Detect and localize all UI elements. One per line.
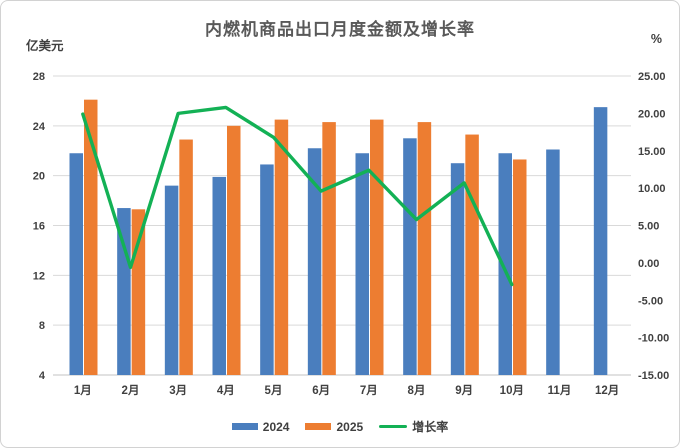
legend-swatch-增长率 xyxy=(379,424,408,429)
x-axis-tick-label: 3月 xyxy=(169,384,187,397)
bar-2025-3月 xyxy=(179,139,193,375)
y-axis-right-tick-label: 25.00 xyxy=(638,71,666,83)
bar-2025-5月 xyxy=(274,119,289,376)
y-axis-left-tick-label: 8 xyxy=(39,320,45,332)
bar-2024-2月 xyxy=(117,208,131,375)
bar-2025-4月 xyxy=(227,125,241,375)
legend-swatch-2024 xyxy=(231,423,258,430)
bar-2024-10月 xyxy=(498,153,512,375)
y-axis-left-tick-label: 24 xyxy=(33,121,46,133)
y-axis-right-tick-label: 0.00 xyxy=(638,258,659,270)
x-axis-tick-label: 8月 xyxy=(408,384,426,397)
x-axis-tick-label: 5月 xyxy=(265,384,283,397)
legend-label-2025: 2025 xyxy=(336,419,364,434)
y-axis-right-tick-label: -10.00 xyxy=(638,333,669,345)
chart-title: 内燃机商品出口月度金额及增长率 xyxy=(205,20,475,39)
bar-2025-9月 xyxy=(465,134,479,375)
x-axis-tick-label: 11月 xyxy=(548,384,572,397)
y-axis-left-tick-label: 28 xyxy=(33,71,45,83)
y-axis-left-tick-label: 20 xyxy=(33,171,45,183)
bar-2024-7月 xyxy=(355,153,369,375)
y-axis-left-tick-label: 12 xyxy=(33,270,45,282)
legend-item-增长率: 增长率 xyxy=(379,418,448,435)
right-axis-unit-label: % xyxy=(650,32,662,46)
bar-2025-10月 xyxy=(513,159,527,375)
x-axis-tick-label: 1月 xyxy=(74,384,92,397)
growth-rate-line xyxy=(81,105,514,287)
y-axis-right-tick-label: 20.00 xyxy=(638,108,666,120)
x-axis-tick-label: 7月 xyxy=(360,384,378,397)
y-axis-right-tick-label: -5.00 xyxy=(638,295,663,307)
legend-item-2025: 2025 xyxy=(305,420,363,434)
bar-2024-3月 xyxy=(164,185,179,375)
bar-2025-2月 xyxy=(131,209,146,375)
x-axis-tick-label: 10月 xyxy=(500,384,524,397)
bar-2024-4月 xyxy=(212,176,226,375)
legend: 2024 2025 增长率 xyxy=(1,418,679,435)
legend-item-2024: 2024 xyxy=(231,419,290,434)
bar-2024-8月 xyxy=(403,138,417,375)
legend-label-增长率: 增长率 xyxy=(412,420,449,434)
y-axis-right-tick-label: -15.00 xyxy=(638,370,669,382)
legend-swatch-2025 xyxy=(305,423,332,430)
bar-2024-5月 xyxy=(260,164,274,375)
legend-label-2024: 2024 xyxy=(262,419,290,434)
y-axis-right-tick-label: 15.00 xyxy=(638,146,666,158)
bar-2025-7月 xyxy=(370,119,384,376)
bar-2025-6月 xyxy=(322,122,336,376)
left-axis-unit-label: 亿美元 xyxy=(26,39,64,53)
y-axis-right-tick-label: 10.00 xyxy=(638,183,666,195)
bar-2024-12月 xyxy=(593,107,608,375)
x-axis-tick-label: 4月 xyxy=(217,384,235,397)
bar-2025-8月 xyxy=(417,122,432,376)
bar-2024-11月 xyxy=(546,149,560,375)
bar-2024-6月 xyxy=(307,148,322,375)
x-axis-tick-label: 9月 xyxy=(455,384,473,397)
y-axis-right-tick-label: 5.00 xyxy=(638,221,659,233)
y-axis-left-tick-label: 16 xyxy=(33,221,45,233)
x-axis-tick-label: 6月 xyxy=(312,384,330,397)
bar-2025-1月 xyxy=(84,99,98,375)
x-axis-tick-label: 12月 xyxy=(595,384,619,397)
bar-2024-1月 xyxy=(69,153,83,375)
bar-2024-9月 xyxy=(450,163,465,375)
y-axis-left-tick-label: 4 xyxy=(39,370,46,382)
x-axis-tick-label: 2月 xyxy=(122,384,140,397)
